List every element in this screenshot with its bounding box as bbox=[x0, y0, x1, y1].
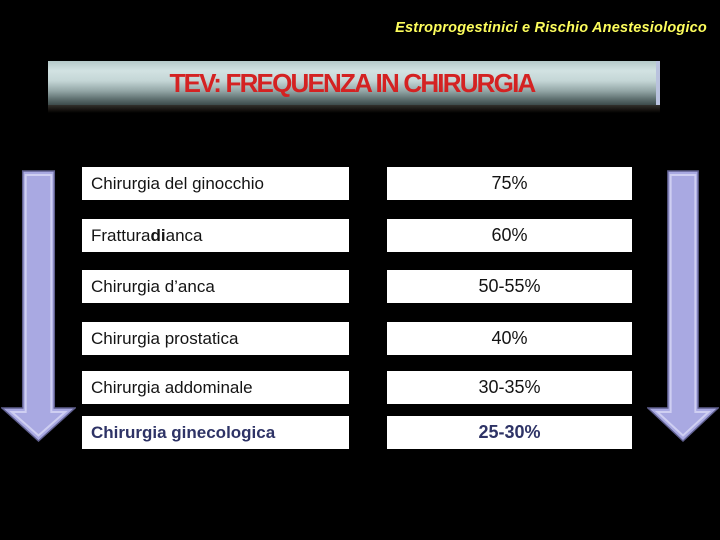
table-row: Chirurgia del ginocchio 75% bbox=[0, 167, 720, 200]
frequency-value-box: 50-55% bbox=[387, 270, 632, 303]
title-banner: TEV: FREQUENZA IN CHIRURGIA bbox=[48, 61, 660, 113]
down-arrow-left-icon bbox=[1, 170, 76, 442]
table-row: Chirurgia prostatica 40% bbox=[0, 322, 720, 355]
table-row: Chirurgia addominale 30-35% bbox=[0, 371, 720, 404]
frequency-value-box: 60% bbox=[387, 219, 632, 252]
surgery-label-box: Chirurgia addominale bbox=[82, 371, 349, 404]
surgery-label-box: Chirurgia ginecologica bbox=[82, 416, 349, 449]
banner-title: TEV: FREQUENZA IN CHIRURGIA bbox=[169, 68, 536, 98]
table-row: Chirurgia ginecologica 25-30% bbox=[0, 416, 720, 449]
surgery-label-box: Chirurgia prostatica bbox=[82, 322, 349, 355]
down-arrow-right-icon bbox=[647, 170, 719, 442]
table-row: Chirurgia d’anca 50-55% bbox=[0, 270, 720, 303]
frequency-value-box: 30-35% bbox=[387, 371, 632, 404]
surgery-label-box: Frattura di anca bbox=[82, 219, 349, 252]
frequency-value-box: 25-30% bbox=[387, 416, 632, 449]
surgery-label-box: Chirurgia d’anca bbox=[82, 270, 349, 303]
frequency-value-box: 40% bbox=[387, 322, 632, 355]
frequency-value-box: 75% bbox=[387, 167, 632, 200]
table-row: Frattura di anca 60% bbox=[0, 219, 720, 252]
surgery-label-box: Chirurgia del ginocchio bbox=[82, 167, 349, 200]
slide-header-title: Estroprogestinici e Rischio Anestesiolog… bbox=[395, 20, 707, 36]
